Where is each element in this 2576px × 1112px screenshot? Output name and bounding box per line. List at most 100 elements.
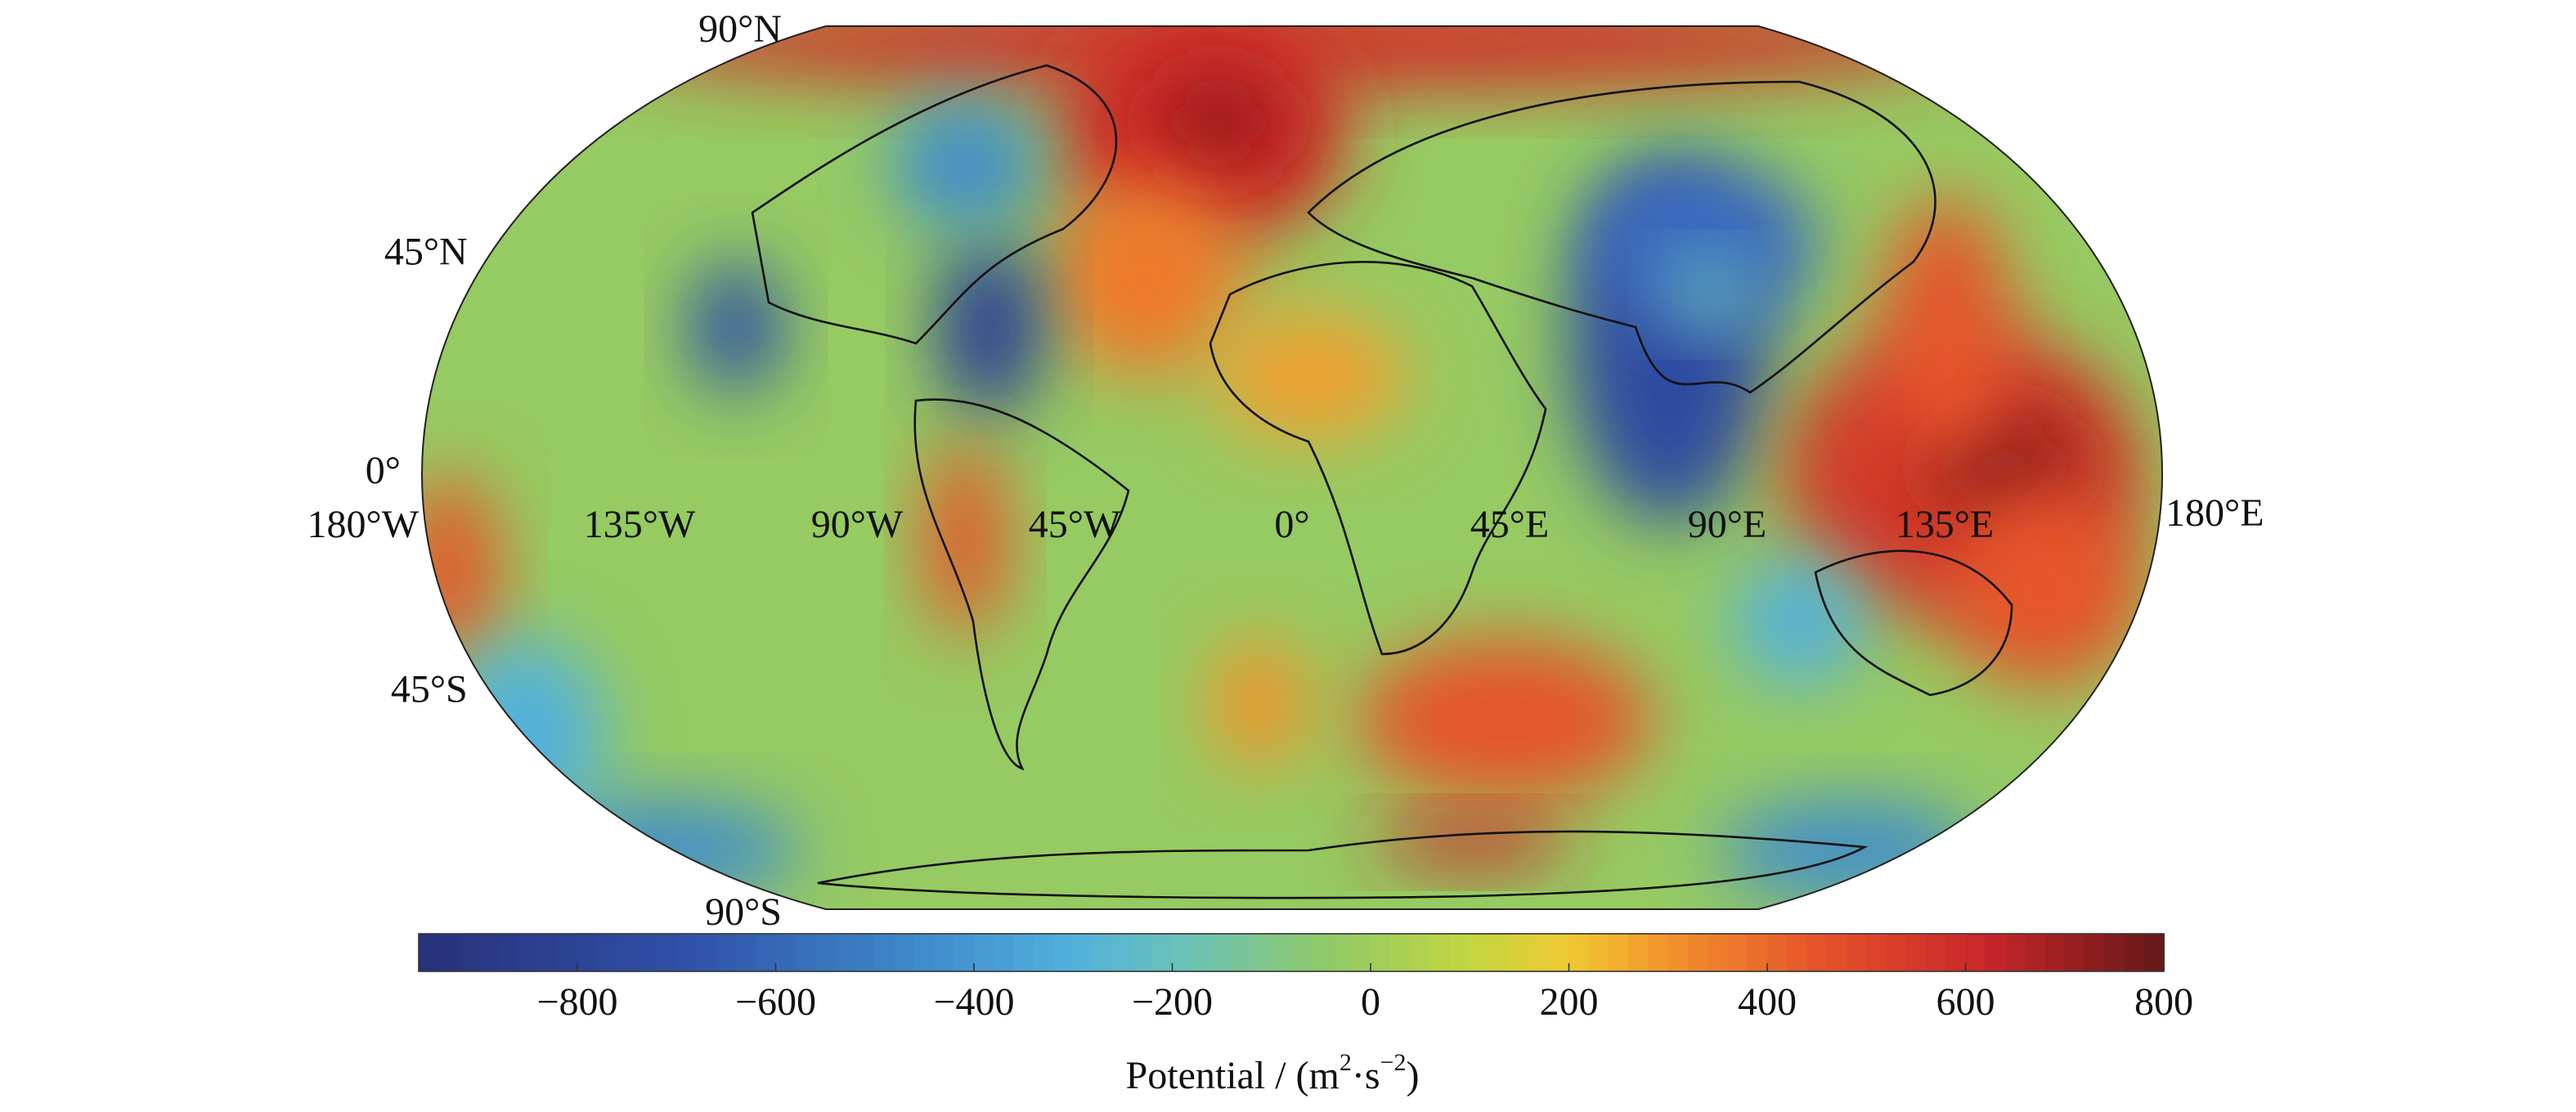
lat-label: 0°: [366, 449, 401, 492]
colorbar-segment: [2025, 934, 2046, 971]
colorbar-segment: [498, 934, 519, 971]
field-blob: [1717, 801, 1979, 899]
colorbar-segment: [1172, 934, 1193, 971]
colorbar-segment: [657, 934, 678, 971]
colorbar-tick-label: 600: [1936, 980, 1995, 1024]
colorbar-segment: [1410, 934, 1431, 971]
field-blob: [1153, 74, 1284, 172]
lat-label: 90°N: [698, 7, 782, 51]
colorbar-segment: [895, 934, 916, 971]
colorbar-segment: [696, 934, 717, 971]
colorbar-segment: [1450, 934, 1471, 971]
colorbar-segment: [1212, 934, 1233, 971]
coastlines: [751, 64, 2013, 899]
colorbar-segment: [1747, 934, 1768, 971]
colorbar-segment: [478, 934, 499, 971]
colorbar-segment: [537, 934, 559, 971]
colorbar-segment: [716, 934, 737, 971]
field-blob: [1210, 638, 1308, 769]
colorbar-segment: [1033, 934, 1054, 971]
colorbar-segment: [835, 934, 856, 971]
colorbar-segment: [1489, 934, 1510, 971]
colorbar-segment: [2124, 934, 2145, 971]
colorbar-segment: [954, 934, 975, 971]
colorbar-segment: [2143, 934, 2165, 971]
colorbar-tick-label: −200: [1132, 980, 1213, 1024]
field-blob: [1946, 491, 2143, 687]
colorbar-segment: [438, 934, 460, 971]
colorbar-segment: [2044, 934, 2066, 971]
colorbar-segment: [1688, 934, 1709, 971]
colorbar-segment: [2005, 934, 2026, 971]
lon-label: 45°W: [1029, 503, 1121, 546]
colorbar-segment: [557, 934, 578, 971]
colorbar-segment: [736, 934, 757, 971]
field-blob: [1047, 180, 1243, 376]
field-blob: [1586, 164, 1815, 327]
colorbar-segment: [1232, 934, 1253, 971]
colorbar-label-part: ·s: [1352, 1054, 1380, 1097]
colorbar-segment: [1549, 934, 1570, 971]
colorbar-segment: [855, 934, 876, 971]
colorbar-segment: [1350, 934, 1371, 971]
colorbar-segment: [914, 934, 936, 971]
lon-label: 135°E: [1896, 503, 1995, 546]
colorbar-label-part: Potential / (m: [1126, 1054, 1340, 1097]
colorbar-segment: [2104, 934, 2125, 971]
field-blob: [1210, 311, 1407, 442]
colorbar-segment: [1192, 934, 1213, 971]
colorbar-label-part: −2: [1380, 1049, 1407, 1076]
colorbar-segment: [994, 934, 1015, 971]
colorbar-segment: [815, 934, 837, 971]
colorbar-segment: [1826, 934, 1847, 971]
colorbar-segment: [1152, 934, 1174, 971]
colorbar-segment: [1866, 934, 1887, 971]
field-blob: [1358, 638, 1652, 801]
colorbar-segment: [2064, 934, 2085, 971]
colorbar-segment: [1390, 934, 1411, 971]
colorbar-tick-label: −600: [735, 980, 816, 1024]
colorbar-segment: [1331, 934, 1352, 971]
lon-label: 180°W: [307, 503, 420, 546]
colorbar-segment: [1648, 934, 1669, 971]
colorbar-tick-label: −800: [536, 980, 617, 1024]
colorbar-segment: [1251, 934, 1272, 971]
field-blob: [1734, 556, 1865, 687]
field-blob: [924, 442, 1006, 638]
colorbar-segment: [1112, 934, 1133, 971]
colorbar-segment: [1886, 934, 1907, 971]
field-blob: [1668, 262, 1750, 327]
colorbar-segment: [1509, 934, 1530, 971]
colorbar-segment: [1568, 934, 1590, 971]
lon-label: 135°W: [584, 503, 696, 546]
colorbar-segment: [1985, 934, 2006, 971]
colorbar-frame: [418, 933, 2165, 972]
colorbar-segment: [1588, 934, 1609, 971]
lon-label: 0°: [1274, 503, 1309, 546]
colorbar-segment: [934, 934, 955, 971]
colorbar-label: Potential / (m2·s−2): [1126, 1049, 1420, 1097]
colorbar-segment: [617, 934, 638, 971]
colorbar-segment: [1311, 934, 1332, 971]
lat-label: 45°N: [384, 230, 468, 273]
colorbar-segment: [419, 934, 440, 971]
field-blob: [891, 98, 1039, 229]
colorbar-segment: [597, 934, 618, 971]
colorbar-segment: [1470, 934, 1491, 971]
field-blob: [1374, 818, 1570, 867]
colorbar-segment: [636, 934, 657, 971]
colorbar-segment: [1965, 934, 1986, 971]
lon-label: 180°E: [2165, 491, 2264, 535]
colorbar-segment: [1093, 934, 1114, 971]
field-blob: [507, 801, 801, 899]
colorbar-segment: [1133, 934, 1154, 971]
colorbar-segment: [1053, 934, 1075, 971]
colorbar: −800 −600 −400 −200 0 200 400 600 800 Potential /…: [418, 933, 2193, 1097]
colorbar-segment: [577, 934, 599, 971]
colorbar-segment: [1609, 934, 1630, 971]
colorbar-tick-label: 0: [1361, 980, 1380, 1024]
colorbar-segment: [1667, 934, 1689, 971]
colorbar-segment: [1945, 934, 1967, 971]
field-blob: [690, 262, 782, 392]
field-blob: [1881, 196, 2012, 458]
